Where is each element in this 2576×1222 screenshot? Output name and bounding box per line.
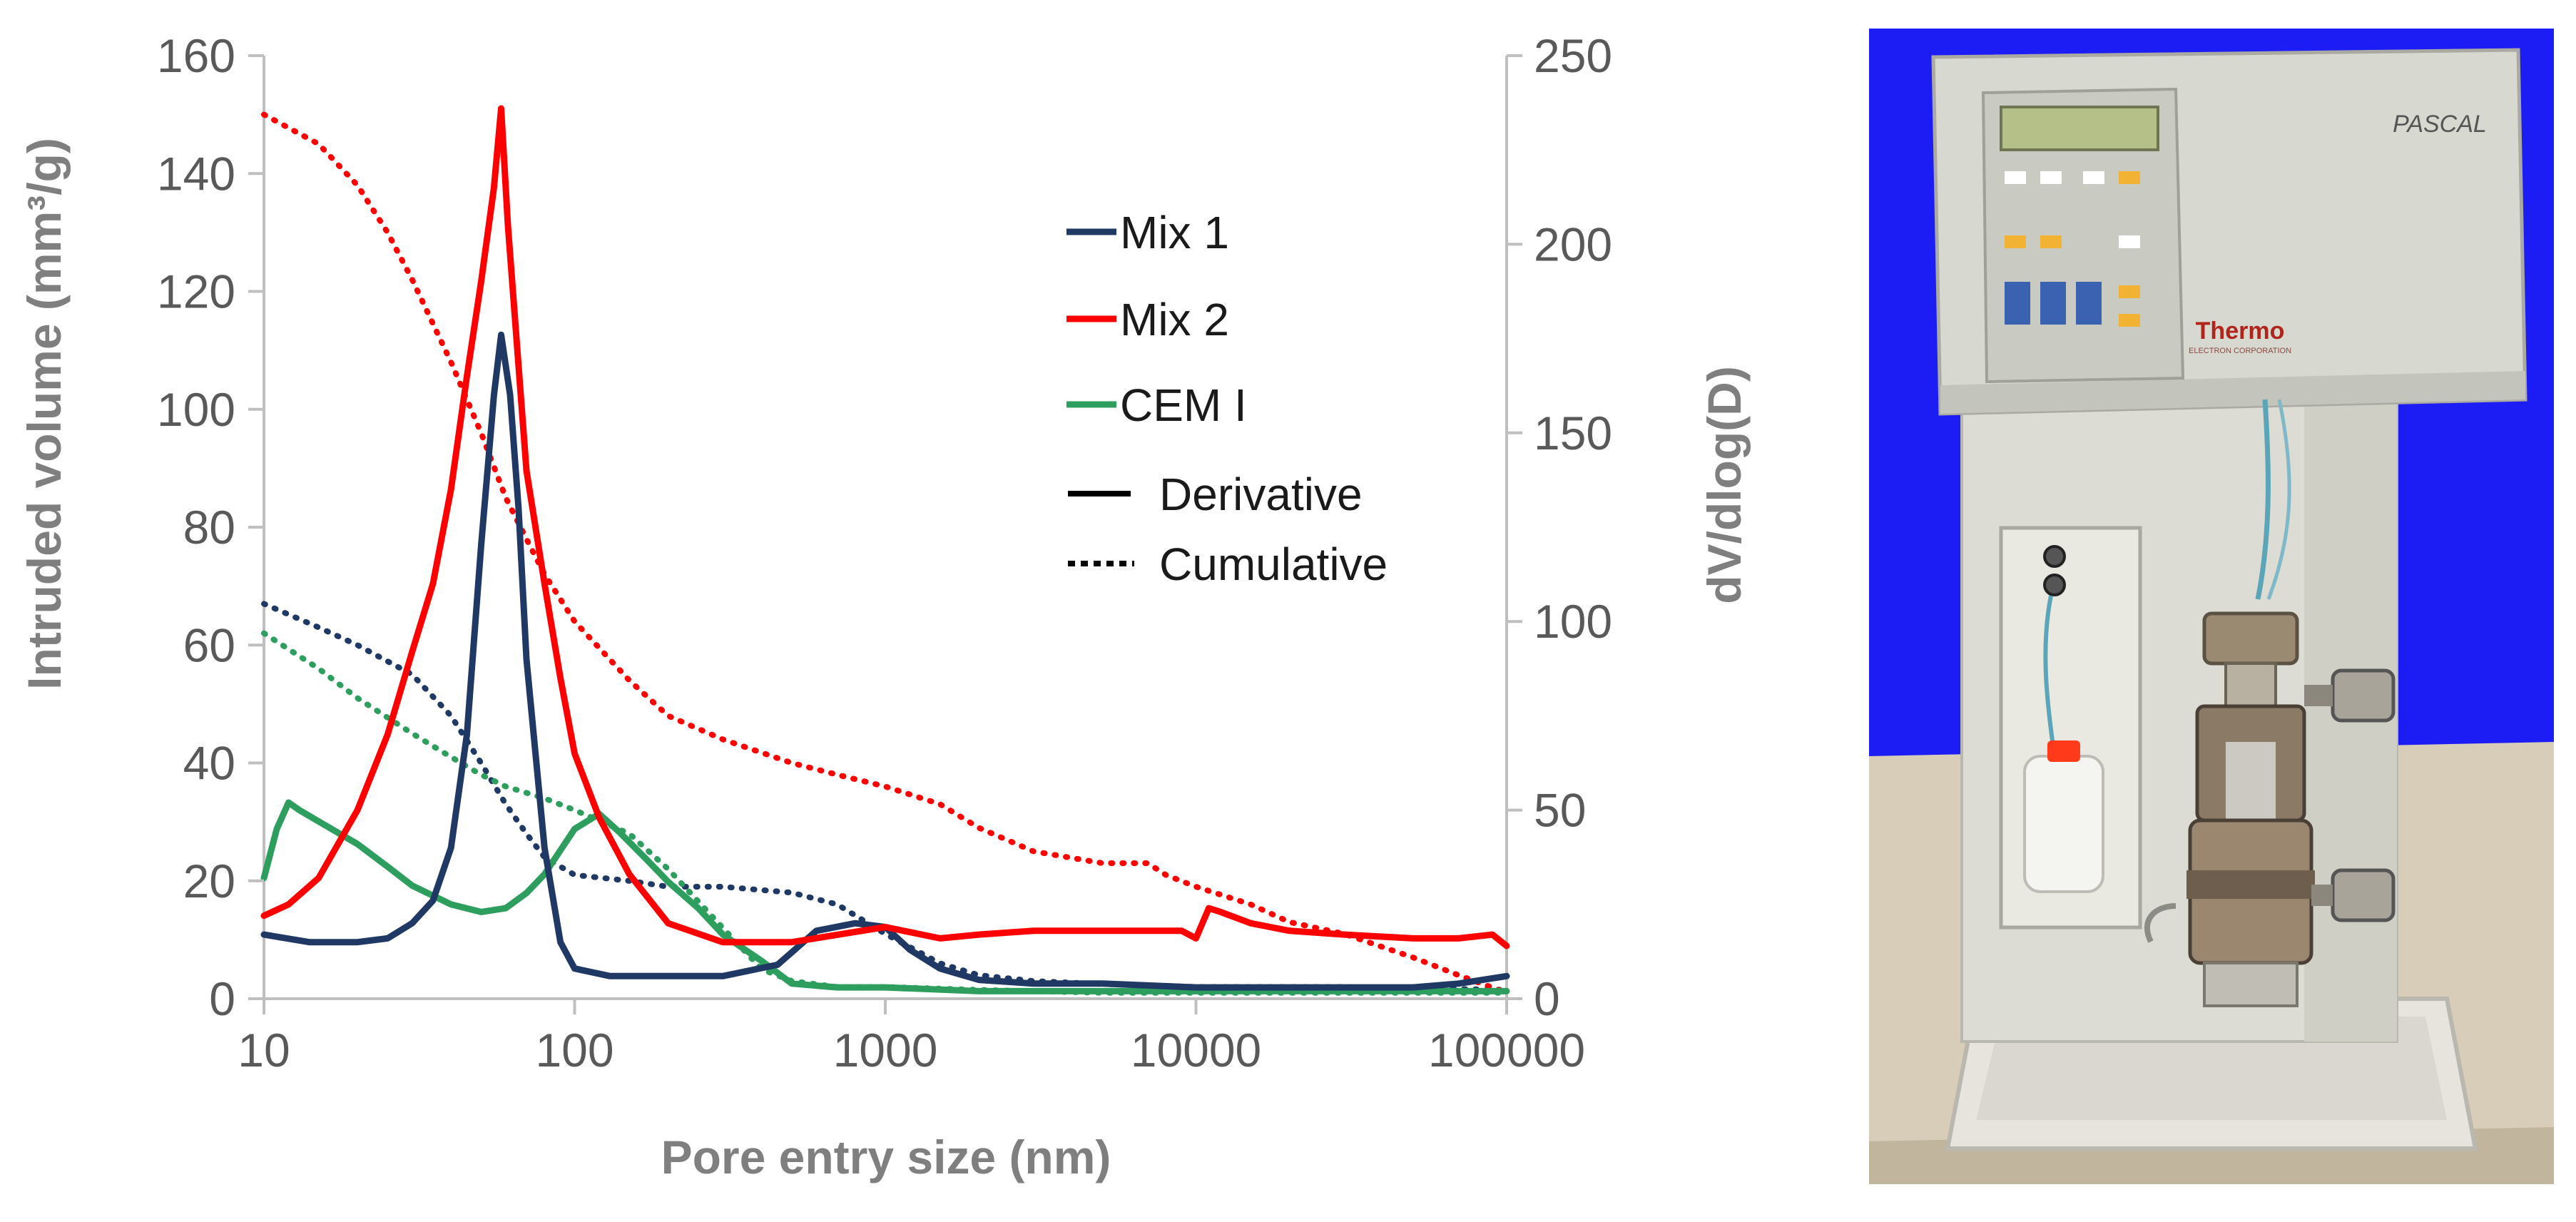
- tube-top-b: [2266, 399, 2291, 600]
- legend: Mix 1 Mix 2 CEM I Derivative Cumulative: [1066, 207, 1388, 590]
- y-left-tick-label: 160: [157, 29, 235, 82]
- y-right-tick-label: 200: [1534, 218, 1612, 270]
- control-panel: [1981, 87, 2185, 384]
- plot-lines: [260, 105, 1510, 996]
- y-left-tick-label: 40: [183, 737, 235, 790]
- side-knob-stem-lower: [2311, 885, 2333, 906]
- y-right-tick-label: 0: [1534, 972, 1560, 1025]
- maker-subtitle: ELECTRON CORPORATION: [2189, 347, 2291, 355]
- bottle: [2023, 755, 2104, 893]
- y-left-tick-label: 0: [209, 972, 235, 1025]
- y-left-tick-label: 80: [183, 501, 235, 554]
- maker-logo: Thermo: [2196, 317, 2285, 345]
- x-tick-label: 10: [238, 1024, 290, 1076]
- bottle-tube: [2043, 595, 2057, 757]
- x-tick-label: 10000: [1131, 1024, 1262, 1076]
- brand-label: PASCAL: [2393, 111, 2487, 138]
- panel-buttons: [2005, 171, 2140, 327]
- bottle-cap: [2047, 740, 2080, 762]
- x-tick-label: 1000: [833, 1024, 938, 1076]
- valve-knob-1: [2043, 545, 2066, 568]
- legend-label-cumulative: Cumulative: [1159, 539, 1388, 590]
- series-cem-i-cumulative: [261, 630, 1510, 996]
- assembly-band: [2186, 870, 2315, 899]
- y-right-tick-label: 50: [1534, 784, 1586, 837]
- tube-top-a: [2255, 399, 2271, 600]
- valve-knob-2: [2043, 574, 2066, 596]
- display-screen: [2000, 106, 2159, 151]
- x-tick-label: 100000: [1428, 1024, 1585, 1076]
- legend-label-mix1: Mix 1: [1120, 207, 1229, 258]
- chart: 0 20 40 60 80 100 120 140 160 0 50 100 150 200 250 10 10…: [18, 29, 1751, 1183]
- y-left-tick-label: 20: [183, 855, 235, 907]
- assembly-base: [2203, 962, 2298, 1007]
- assembly-neck: [2224, 662, 2277, 708]
- y-right-tick-label: 150: [1534, 407, 1612, 459]
- y-axis-left-title: Intruded volume (mm³/g): [18, 138, 71, 690]
- hood-front-shadow: [1940, 371, 2525, 414]
- y-axis-right-title: dV/dlog(D): [1698, 366, 1751, 604]
- porosimeter-photo: PASCAL Thermo ELECTRON CORPORATION: [1869, 29, 2554, 1184]
- y-left-tick-label: 60: [183, 618, 235, 671]
- side-knob-stem-upper: [2304, 685, 2333, 706]
- y-left-tick-label: 120: [157, 265, 235, 318]
- x-axis-title: Pore entry size (nm): [661, 1131, 1111, 1183]
- legend-label-cem1: CEM I: [1120, 380, 1247, 431]
- side-knob-lower: [2331, 868, 2396, 922]
- y-right-tick-label: 100: [1534, 595, 1612, 648]
- y-right-tick-label: 250: [1534, 29, 1612, 82]
- legend-label-derivative: Derivative: [1159, 469, 1363, 520]
- series-mix-2-derivative: [260, 105, 1510, 949]
- side-knob-upper: [2331, 668, 2396, 723]
- y-left-tick-label: 140: [157, 147, 235, 200]
- assembly-glass: [2226, 742, 2276, 820]
- assembly-top-fitting: [2202, 611, 2299, 666]
- tick-labels: 0 20 40 60 80 100 120 140 160 0 50 100 150 200 250 10 10…: [157, 29, 1612, 1076]
- series-mix-1-derivative: [260, 331, 1510, 991]
- x-tick-label: 100: [535, 1024, 614, 1076]
- side-tube: [2144, 903, 2177, 943]
- legend-label-mix2: Mix 2: [1120, 294, 1229, 345]
- y-left-tick-label: 100: [157, 383, 235, 436]
